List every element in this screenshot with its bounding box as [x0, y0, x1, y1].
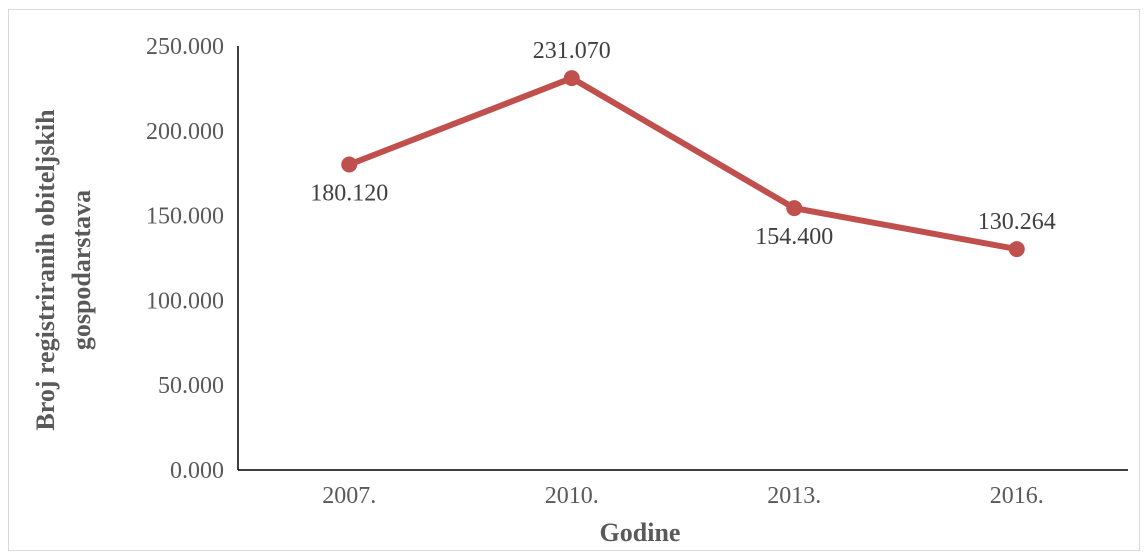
chart-frame	[8, 9, 1140, 551]
y-tick-label: 100.000	[146, 288, 224, 314]
y-axis-tick-labels: 0.000 50.000 100.000 150.000 200.000 250.000	[146, 34, 224, 484]
series-line	[346, 75, 1020, 253]
data-label: 130.264	[978, 209, 1056, 235]
y-axis-title-line-1: Broj registriranih obiteljskih	[31, 109, 60, 431]
data-point-marker	[1008, 241, 1025, 258]
data-point-marker	[563, 70, 580, 87]
x-axis-title: Godine	[600, 518, 681, 547]
data-label: 154.400	[755, 224, 833, 250]
x-axis-tick-labels: 2007. 2010. 2013. 2016.	[322, 483, 1044, 509]
data-point-marker	[341, 156, 358, 173]
y-axis-title-line-2: gospodarstava	[67, 190, 96, 350]
data-label: 231.070	[533, 38, 611, 64]
y-tick-label: 150.000	[146, 204, 224, 230]
y-tick-label: 50.000	[158, 373, 224, 399]
data-point-marker	[786, 200, 803, 217]
x-tick-label: 2007.	[322, 483, 376, 509]
x-tick-label: 2016.	[990, 483, 1044, 509]
data-label: 180.120	[310, 181, 388, 207]
y-tick-label: 250.000	[146, 34, 224, 60]
x-tick-label: 2013.	[767, 483, 821, 509]
data-labels: 180.120 231.070 154.400 130.264	[310, 38, 1056, 250]
series-layer	[341, 70, 1025, 258]
x-tick-label: 2010.	[545, 483, 599, 509]
y-tick-label: 200.000	[146, 119, 224, 145]
y-tick-label: 0.000	[170, 458, 224, 484]
